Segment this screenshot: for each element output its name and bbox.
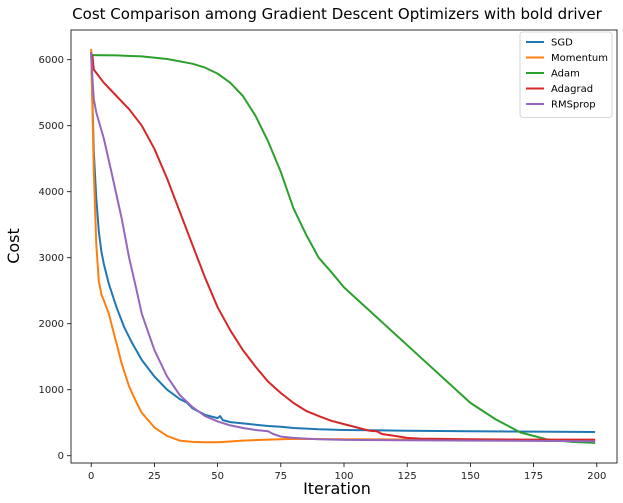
y-axis-ticks: 0 1000 2000 3000 4000 5000 6000 — [39, 55, 71, 462]
series-line-adagrad — [90, 52, 596, 441]
x-tick-label: 50 — [211, 471, 224, 482]
x-tick-label: 200 — [587, 471, 606, 482]
x-tick-label: 150 — [461, 471, 480, 482]
y-axis-title: Cost — [4, 228, 23, 264]
x-tick-label: 25 — [148, 471, 161, 482]
x-axis-ticks: 0 25 50 75 100 125 150 175 200 — [88, 463, 606, 482]
x-tick-label: 125 — [398, 471, 417, 482]
legend-label-adagrad: Adagrad — [551, 84, 593, 95]
x-tick-label: 75 — [274, 471, 287, 482]
legend-label-rmsprop: RMSprop — [551, 100, 596, 111]
x-tick-label: 100 — [334, 471, 353, 482]
y-tick-label: 1000 — [39, 385, 64, 396]
y-tick-label: 4000 — [39, 187, 64, 198]
legend-box — [519, 31, 613, 118]
y-tick-label: 0 — [58, 451, 64, 462]
series-layer — [90, 48, 596, 444]
x-axis-title: Iteration — [303, 479, 371, 498]
legend-label-sgd: SGD — [551, 38, 573, 49]
y-tick-label: 3000 — [39, 253, 64, 264]
legend: SGD Momentum Adam Adagrad RMSprop — [519, 31, 613, 118]
x-tick-label: 175 — [524, 471, 543, 482]
y-tick-label: 5000 — [39, 121, 64, 132]
x-tick-label: 0 — [88, 471, 94, 482]
legend-label-adam: Adam — [551, 69, 580, 80]
y-tick-label: 2000 — [39, 319, 64, 330]
legend-label-momentum: Momentum — [551, 53, 608, 64]
series-line-rmsprop — [90, 52, 596, 443]
series-line-adam — [90, 54, 596, 444]
chart-title: Cost Comparison among Gradient Descent O… — [72, 5, 602, 23]
y-tick-label: 6000 — [39, 55, 64, 66]
series-line-momentum — [90, 48, 596, 444]
